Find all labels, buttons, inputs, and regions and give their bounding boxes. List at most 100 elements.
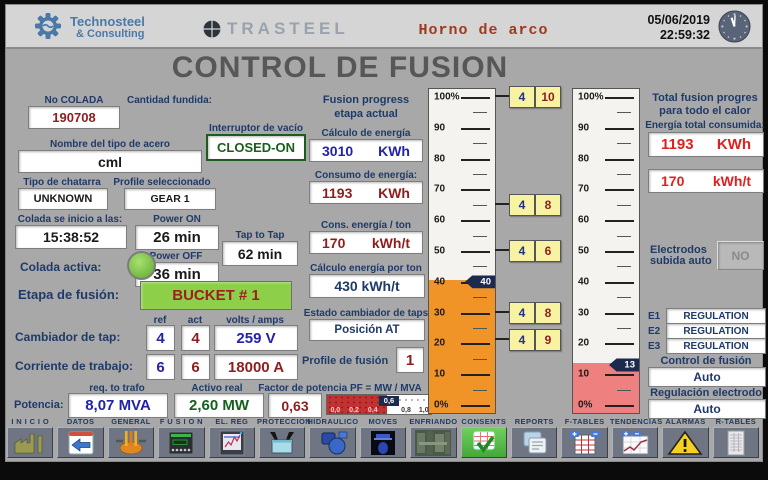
proteccion-button[interactable] [259, 427, 306, 458]
f-tables-button[interactable] [561, 427, 608, 458]
tab-consents-label: CONSENTS [461, 417, 507, 426]
gauge-tick-label: 100% [434, 91, 460, 103]
gauge-tick [605, 343, 634, 346]
time-display: 22:59:32 [659, 28, 710, 42]
logo-line2: & Consulting [76, 28, 145, 40]
corriente-ref-value: 6 [146, 354, 175, 380]
profile-seleccionado-label: Profile seleccionado [113, 177, 211, 188]
gauge-tick-label: 10 [578, 368, 590, 380]
setpoint-2-tap: 4 [509, 240, 535, 262]
setpoint-connector [495, 249, 509, 251]
cons-ton-label: Cons. energía / ton [320, 220, 411, 231]
consumo-num: 1193 [322, 184, 353, 201]
tab-reports-label: REPORTS [514, 417, 554, 426]
consumo-energia-label: Consumo de energía: [314, 170, 418, 181]
datos-button[interactable] [57, 427, 104, 458]
control-fusion-mode[interactable]: Auto [648, 367, 766, 387]
pages-icon [523, 431, 547, 453]
gauge-tick [473, 297, 487, 299]
gauge-tick [605, 374, 634, 377]
gauge-tick [461, 127, 490, 130]
tab-fusion-label: F U S I O N [159, 417, 203, 426]
gauge-tick-label: 0% [434, 399, 449, 411]
enfriando-button[interactable] [410, 427, 457, 458]
control-panel-icon [168, 431, 194, 454]
gauge-tick [461, 312, 490, 315]
energia-ton-value: 170 kWh/t [648, 169, 764, 193]
hidraulico-button[interactable] [309, 427, 356, 458]
tab-general[interactable]: GENERAL [106, 417, 156, 460]
cons-ton-value: 170 kWh/t [309, 231, 423, 254]
alarmas-button[interactable] [662, 427, 709, 458]
regulacion-electrodo-mode[interactable]: Auto [648, 399, 766, 419]
setpoint-4-gear: 9 [535, 329, 561, 352]
calculo-unit: KWh [378, 142, 410, 159]
potencia-mva-value: 8,07 MVA [68, 393, 168, 418]
tab-alarmas[interactable]: ALARMAS [660, 417, 710, 460]
tab-hidraulico[interactable]: HIDRAULICO [307, 417, 358, 460]
cambiador-tap-label: Cambiador de tap: [15, 330, 121, 344]
fusion-progress-line2: etapa actual [334, 108, 398, 120]
estado-taps-value: Posición AT [309, 319, 425, 341]
tab-r-tables-label: R-TABLES [715, 417, 757, 426]
interruptor-vacio-label: Interruptor de vacío [209, 123, 303, 134]
consents-button[interactable] [460, 427, 508, 458]
tab-r-tables[interactable]: R-TABLES [711, 417, 761, 460]
trasteel-logo: TRASTEEL [202, 19, 349, 39]
gauge-tick [605, 251, 634, 253]
tendencias-button[interactable] [611, 427, 659, 458]
tab-moves-label: MOVES [368, 417, 398, 426]
act-header: act [187, 315, 203, 326]
tipo-acero-value: cml [18, 150, 202, 173]
tab-f-tables[interactable]: F-TABLES [559, 417, 609, 460]
moves-button[interactable] [359, 427, 407, 458]
general-button[interactable] [107, 427, 155, 458]
r-tables-button[interactable] [712, 427, 760, 458]
tab-proteccion[interactable]: PROTECCION [257, 417, 312, 460]
plant-title: Horno de arco [418, 22, 549, 39]
tab-datos[interactable]: DATOS [55, 417, 105, 460]
tab-alarmas-label: ALARMAS [665, 417, 706, 426]
control-fusion-label: Control de fusión [660, 355, 752, 367]
e1-status: REGULATION [666, 308, 766, 324]
regulator-icon [219, 430, 245, 455]
pf-tick-4: 1,0 [418, 407, 429, 414]
electrodos-no-button[interactable]: NO [717, 241, 764, 270]
gauge-tick [605, 97, 634, 99]
tab-consents[interactable]: CONSENTS [459, 417, 509, 460]
table-plus-minus-icon [569, 430, 600, 454]
pf-red-zone [327, 395, 388, 414]
energia-ton-unit: kWh/t [712, 173, 751, 189]
tipo-chatarra-label: Tipo de chatarra [23, 177, 101, 188]
total-progress-gauge: 0% 10 20 30 40 50 60 70 80 90 100% 13 [572, 88, 640, 414]
pf-gauge: 0,0 0,2 0,4 0,8 1,0 0,6 [326, 394, 432, 415]
inicio-button[interactable] [7, 427, 54, 458]
gauge-tick [617, 389, 631, 391]
tap-to-tap-value: 62 min [222, 241, 298, 266]
gauge-tick-label: 70 [434, 183, 446, 195]
consumo-energia-value: 1193 KWh [309, 181, 423, 204]
date-display: 05/06/2019 [647, 13, 710, 27]
power-on-label: Power ON [153, 214, 201, 225]
etapa-progress-gauge-fill [429, 279, 495, 413]
tab-proteccion-label: PROTECCION [257, 417, 312, 426]
gauge-tick [605, 127, 634, 130]
reports-button[interactable] [511, 427, 558, 458]
gauge-tick-label: 50 [578, 245, 590, 257]
tab-moves[interactable]: MOVES [358, 417, 408, 460]
setpoint-connector [495, 310, 509, 313]
el-reg-button[interactable] [208, 427, 256, 458]
gauge-tick [461, 158, 490, 161]
tab-tendencias[interactable]: TENDENCIAS [609, 417, 663, 460]
fusion-button[interactable] [158, 427, 205, 458]
tab-el-reg[interactable]: EL. REG [207, 417, 257, 460]
tab-fusion[interactable]: F U S I O N [156, 417, 206, 460]
tipo-acero-label: Nombre del tipo de acero [49, 139, 171, 150]
tab-reports[interactable]: REPORTS [509, 417, 559, 460]
power-on-value: 26 min [135, 225, 219, 250]
tab-enfriando[interactable]: ENFRIANDO [408, 417, 458, 460]
gauge-tick [473, 266, 487, 268]
tab-inicio[interactable]: I N I C I O [5, 417, 55, 460]
tab-tendencias-label: TENDENCIAS [609, 417, 663, 426]
trend-chart-icon [622, 430, 649, 454]
